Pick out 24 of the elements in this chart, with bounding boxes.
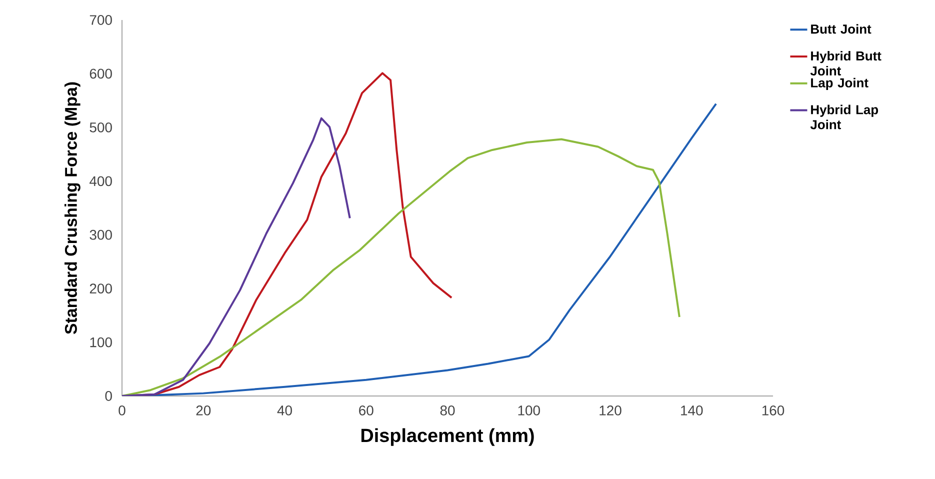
x-tick-label: 20 [196,406,211,416]
y-tick-label: 600 [90,68,112,79]
x-tick-label: 40 [277,406,292,416]
y-tick-label: 500 [90,122,112,132]
y-tick-label: 400 [90,176,112,186]
line-series [122,117,351,396]
legend-label: Lap Joint [811,78,868,90]
x-axis-title: Displacement (mm) [361,428,534,446]
x-tick-label: 100 [518,406,540,416]
x-tick-label: 120 [600,406,622,416]
x-tick-label: 0 [118,406,126,416]
y-tick-label: 0 [105,391,112,401]
y-tick-label: 100 [90,337,112,348]
x-tick-label: 80 [440,406,455,416]
y-axis-title: Standard Crushing Force (Mpa) [64,82,80,334]
legend-label: Hybrid Butt Joint [810,51,882,76]
legend-label: Butt Joint [811,24,872,34]
x-tick-label: 140 [681,406,703,416]
legend-label: Hybrid Lap Joint [810,104,878,130]
x-tick-label: 60 [359,406,374,416]
x-tick-label: 160 [762,406,784,416]
y-tick-label: 700 [90,15,112,25]
y-tick-label: 300 [90,230,112,240]
y-tick-label: 200 [90,284,112,294]
